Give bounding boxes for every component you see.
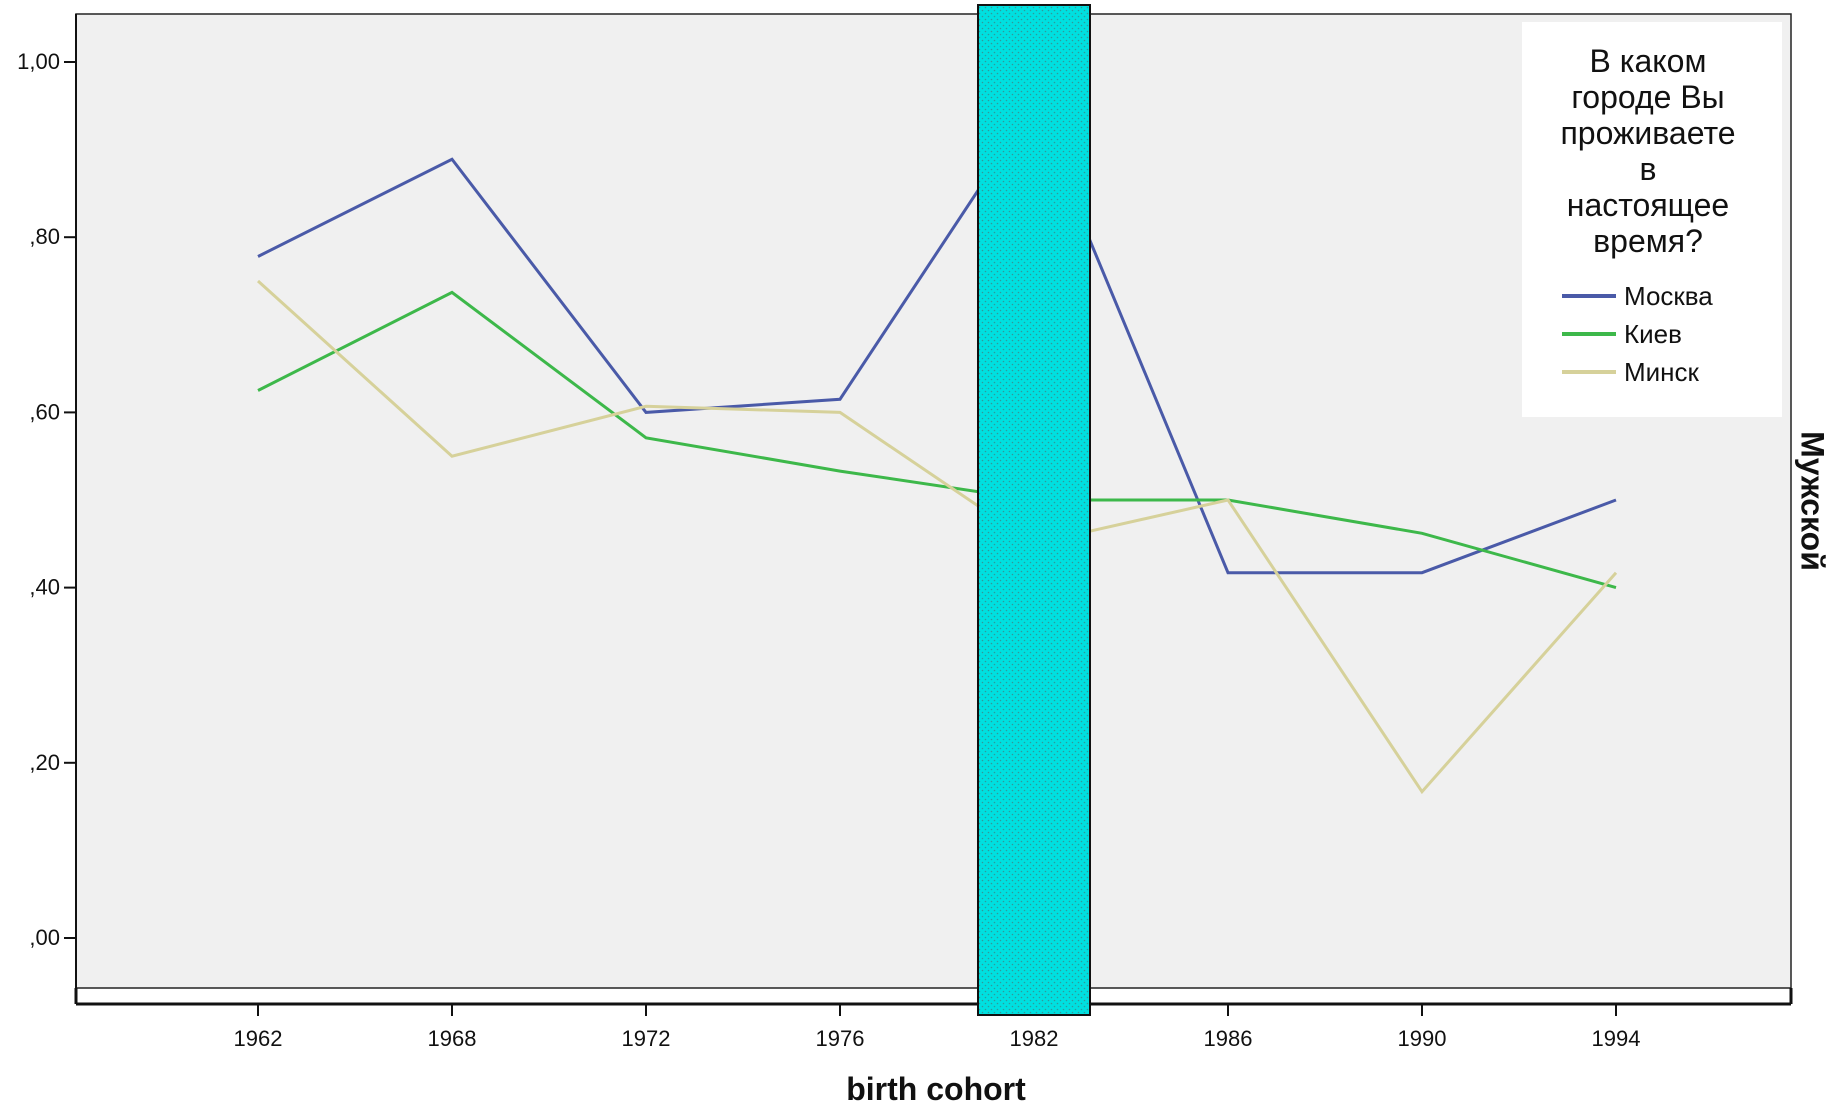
x-tick-label: 1986 — [1204, 1026, 1253, 1051]
legend-label: Киев — [1624, 319, 1682, 349]
x-tick-label: 1962 — [234, 1026, 283, 1051]
series-line-Москва — [257, 102, 1617, 575]
legend-title-line: городе Вы — [1571, 79, 1724, 115]
series-line-Минск — [256, 279, 1618, 795]
legend-title-line: проживаете — [1560, 115, 1735, 151]
legend-title-line: В каком — [1590, 43, 1707, 79]
series-line-Киев — [257, 290, 1617, 590]
series-lines — [256, 102, 1618, 795]
legend-title-line: время? — [1593, 223, 1703, 259]
y-axis-ticks: ,00 ,20 ,40 ,60 ,80 1,00 — [17, 49, 76, 950]
highlight-band — [977, 4, 1091, 1016]
x-tick-label: 1968 — [428, 1026, 477, 1051]
legend-box — [1522, 22, 1782, 417]
y-tick-label: ,20 — [29, 750, 60, 775]
x-tick-label: 1990 — [1398, 1026, 1447, 1051]
legend-label: Москва — [1624, 281, 1713, 311]
legend-title-line: настоящее — [1567, 187, 1729, 223]
x-tick-label: 1976 — [816, 1026, 865, 1051]
legend-title-line: в — [1640, 151, 1657, 187]
legend-items: Москва Киев Минск — [1562, 281, 1713, 387]
y-tick-label: ,00 — [29, 925, 60, 950]
x-axis-ticks: 1962 1968 1972 1976 1982 1986 1990 1994 — [234, 1004, 1641, 1051]
y-tick-label: ,80 — [29, 224, 60, 249]
x-tick-label: 1972 — [622, 1026, 671, 1051]
panel-label: Мужской — [1795, 431, 1831, 571]
legend-label: Минск — [1624, 357, 1700, 387]
plot-area — [75, 13, 1792, 989]
x-tick-label: 1982 — [1010, 1026, 1059, 1051]
y-tick-label: ,60 — [29, 399, 60, 424]
y-tick-label: 1,00 — [17, 49, 60, 74]
x-axis-title: birth cohort — [846, 1071, 1026, 1104]
y-tick-label: ,40 — [29, 575, 60, 600]
x-tick-label: 1994 — [1592, 1026, 1641, 1051]
